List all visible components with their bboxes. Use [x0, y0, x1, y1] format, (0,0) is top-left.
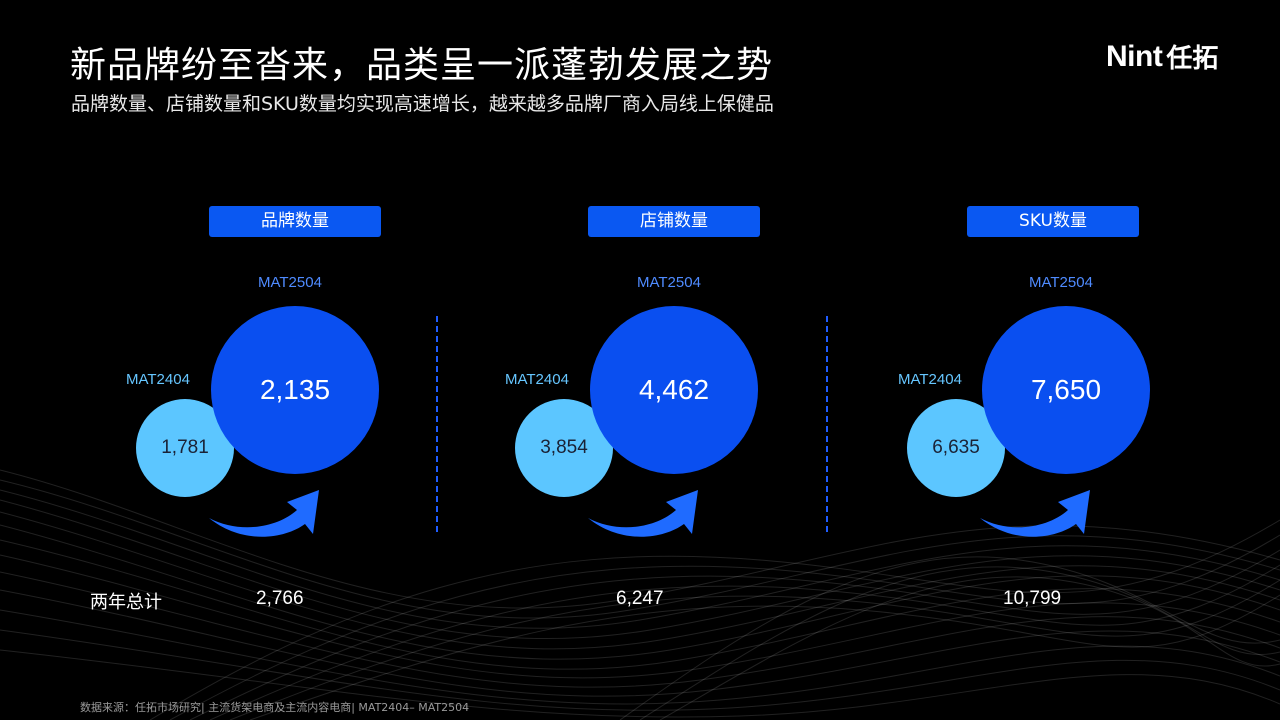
previous-period-label: MAT2404 [898, 371, 962, 388]
page-title: 新品牌纷至沓来，品类呈一派蓬勃发展之势 [70, 45, 774, 86]
section-divider [826, 316, 828, 532]
current-value-circle: 4,462 [590, 306, 758, 474]
section-divider [436, 316, 438, 532]
previous-value: 1,781 [161, 437, 209, 458]
two-year-total-label: 两年总计 [90, 592, 162, 613]
growth-arrow-icon [209, 490, 319, 537]
current-value: 2,135 [259, 374, 331, 405]
previous-value: 3,854 [540, 437, 588, 458]
metric-label-pill: 品牌数量 [209, 206, 381, 237]
current-value-circle: 2,135 [211, 306, 379, 474]
metric-label-pill: 店铺数量 [588, 206, 760, 237]
current-value: 7,650 [1030, 374, 1102, 405]
previous-period-label: MAT2404 [505, 371, 569, 388]
metric-brand-count: 品牌数量 MAT2504 MAT2404 1,781 2,135 2,766 [0, 0, 381, 720]
metric-label-pill: SKU数量 [967, 206, 1139, 237]
metric-sku-count: SKU数量 MAT2504 MAT2404 6,635 7,650 10,799 [0, 0, 1150, 720]
growth-arrow-icon [588, 490, 698, 537]
data-source-footer: 数据来源：任拓市场研究| 主流货架电商及主流内容电商| MAT2404– MAT… [80, 701, 470, 714]
two-year-total: 10,799 [1003, 588, 1062, 609]
current-value-circle: 7,650 [982, 306, 1150, 474]
two-year-total: 2,766 [256, 588, 304, 609]
logo-chinese-text: 任拓 [1166, 44, 1219, 74]
page-subtitle: 品牌数量、店铺数量和SKU数量均实现高速增长，越来越多品牌厂商入局线上保健品 [71, 93, 774, 115]
logo-latin-text: Nint [1106, 39, 1163, 73]
previous-value: 6,635 [932, 437, 980, 458]
metric-store-count: 店铺数量 MAT2504 MAT2404 3,854 4,462 6,247 [0, 0, 760, 720]
nint-logo: Nint 任拓 [1106, 38, 1218, 75]
current-value: 4,462 [638, 374, 710, 405]
growth-arrow-icon [980, 490, 1090, 537]
previous-period-label: MAT2404 [126, 371, 190, 388]
current-period-label: MAT2504 [1029, 274, 1093, 291]
current-period-label: MAT2504 [258, 274, 322, 291]
current-period-label: MAT2504 [637, 274, 701, 291]
two-year-total: 6,247 [616, 588, 664, 609]
